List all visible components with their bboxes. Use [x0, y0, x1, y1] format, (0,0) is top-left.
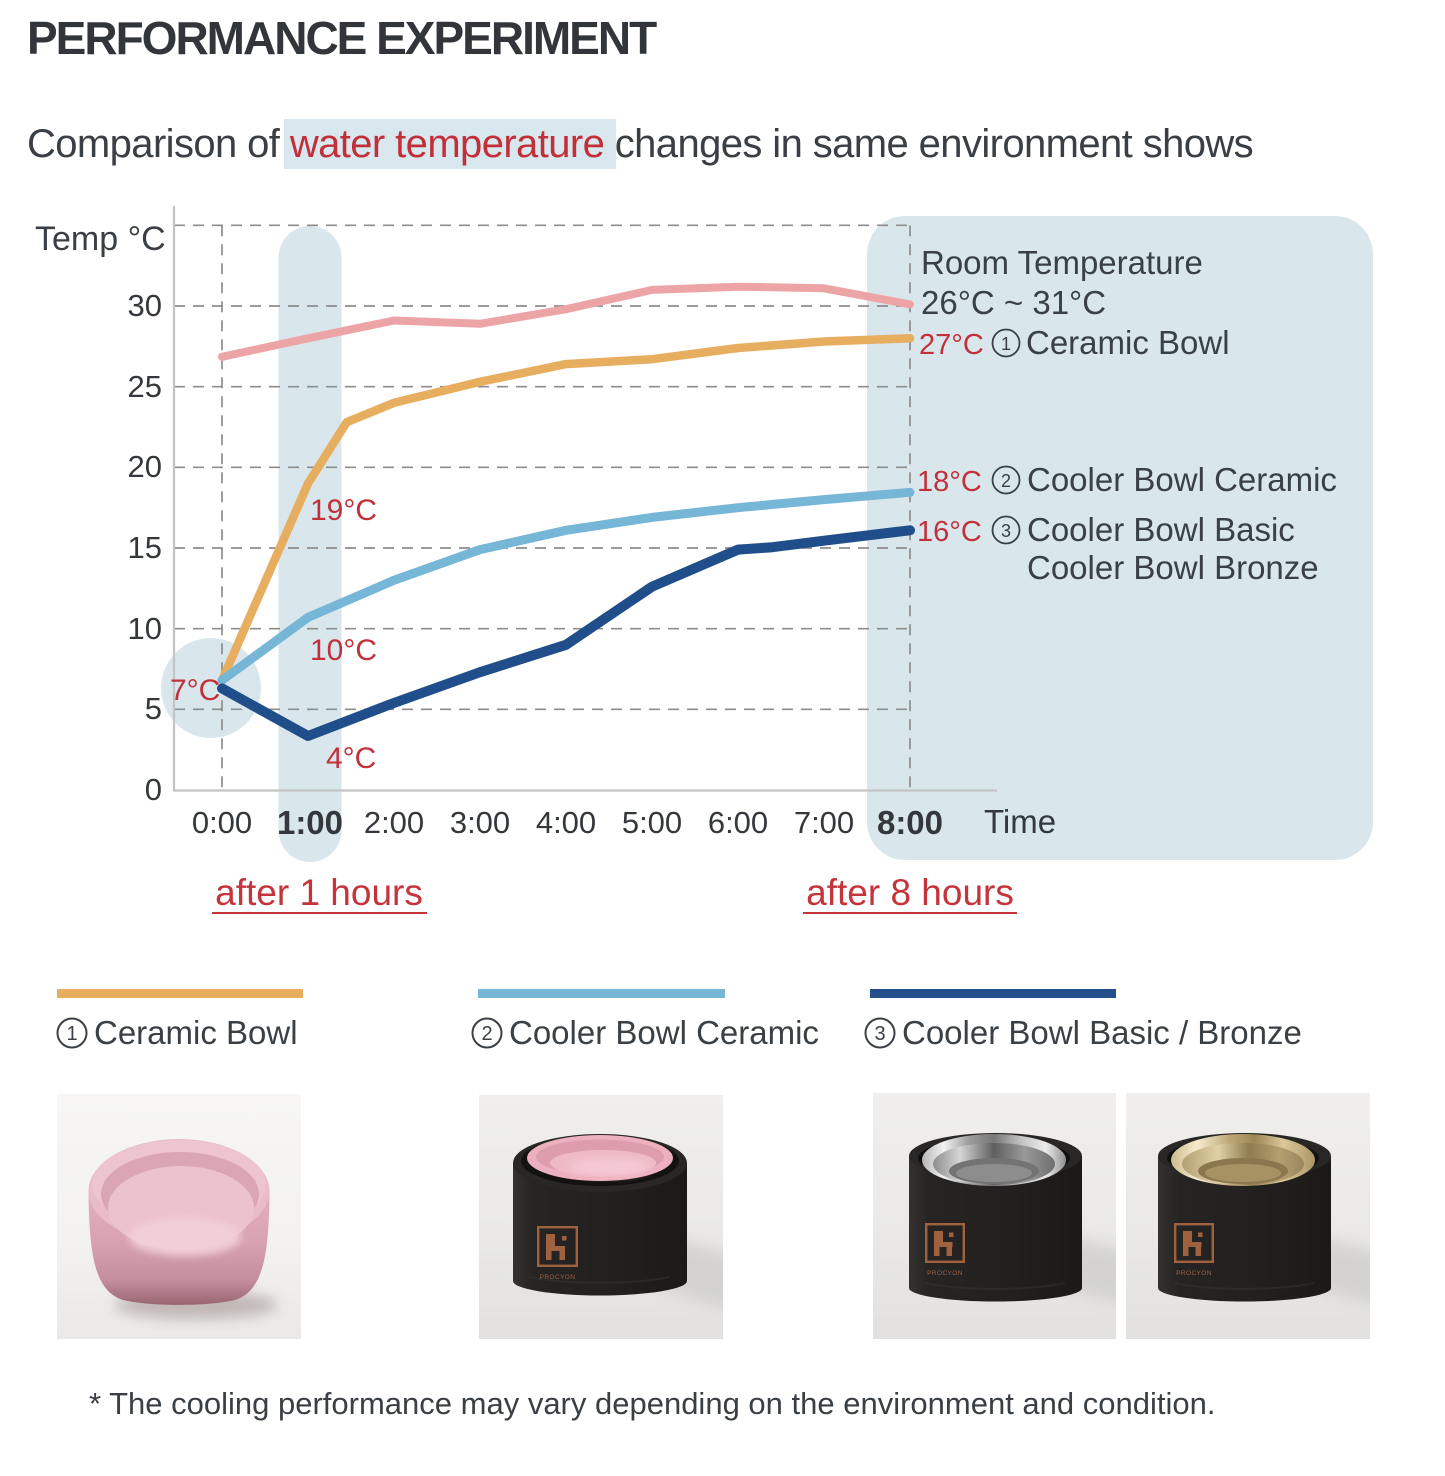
svg-text:20: 20 — [128, 449, 162, 484]
svg-text:Cooler Bowl Ceramic: Cooler Bowl Ceramic — [509, 1014, 819, 1051]
svg-text:0: 0 — [145, 772, 162, 807]
svg-text:15: 15 — [128, 530, 162, 565]
svg-text:18°C: 18°C — [917, 466, 982, 498]
svg-text:0:00: 0:00 — [192, 805, 252, 840]
svg-text:Ceramic Bowl: Ceramic Bowl — [94, 1014, 298, 1051]
svg-text:10: 10 — [128, 611, 162, 646]
svg-text:1:00: 1:00 — [277, 804, 343, 841]
svg-text:Comparison of water temperatur: Comparison of water temperature changes … — [27, 122, 1253, 166]
svg-text:4°C: 4°C — [326, 742, 376, 775]
svg-text:10°C: 10°C — [310, 634, 377, 667]
svg-text:19°C: 19°C — [310, 494, 377, 527]
svg-text:Time: Time — [984, 803, 1056, 840]
svg-text:after 8 hours: after 8 hours — [806, 872, 1014, 913]
svg-text:5: 5 — [145, 691, 162, 726]
svg-text:5:00: 5:00 — [622, 805, 682, 840]
svg-text:2: 2 — [1001, 471, 1011, 491]
svg-text:PROCYON: PROCYON — [540, 1274, 576, 1281]
svg-text:3: 3 — [1001, 521, 1011, 541]
svg-text:PERFORMANCE EXPERIMENT: PERFORMANCE EXPERIMENT — [27, 12, 657, 64]
svg-text:3:00: 3:00 — [450, 805, 510, 840]
svg-text:Cooler Bowl Basic / Bronze: Cooler Bowl Basic / Bronze — [902, 1014, 1302, 1051]
svg-text:Room Temperature: Room Temperature — [921, 244, 1203, 281]
svg-text:27°C: 27°C — [919, 329, 984, 361]
svg-text:16°C: 16°C — [917, 516, 982, 548]
svg-text:2: 2 — [481, 1023, 492, 1045]
svg-text:Cooler Bowl Basic: Cooler Bowl Basic — [1027, 511, 1295, 548]
svg-text:Temp °C: Temp °C — [35, 220, 166, 258]
svg-text:3: 3 — [874, 1023, 885, 1045]
svg-text:25: 25 — [128, 369, 162, 404]
svg-text:PROCYON: PROCYON — [1176, 1270, 1212, 1277]
svg-text:6:00: 6:00 — [708, 805, 768, 840]
svg-text:7°C: 7°C — [170, 674, 220, 707]
svg-text:Ceramic Bowl: Ceramic Bowl — [1026, 324, 1230, 361]
svg-text:8:00: 8:00 — [877, 804, 943, 841]
svg-text:Cooler Bowl Bronze: Cooler Bowl Bronze — [1027, 549, 1319, 586]
svg-text:1: 1 — [1001, 334, 1011, 354]
svg-text:4:00: 4:00 — [536, 805, 596, 840]
svg-text:PROCYON: PROCYON — [927, 1270, 963, 1277]
svg-text:after 1 hours: after 1 hours — [215, 872, 423, 913]
svg-text:30: 30 — [128, 288, 162, 323]
svg-text:2:00: 2:00 — [364, 805, 424, 840]
svg-text:* The cooling performance may: * The cooling performance may vary depen… — [89, 1386, 1215, 1421]
svg-text:26°C ~ 31°C: 26°C ~ 31°C — [921, 284, 1106, 321]
svg-text:1: 1 — [66, 1023, 77, 1045]
svg-text:Cooler Bowl Ceramic: Cooler Bowl Ceramic — [1027, 461, 1337, 498]
svg-text:7:00: 7:00 — [794, 805, 854, 840]
